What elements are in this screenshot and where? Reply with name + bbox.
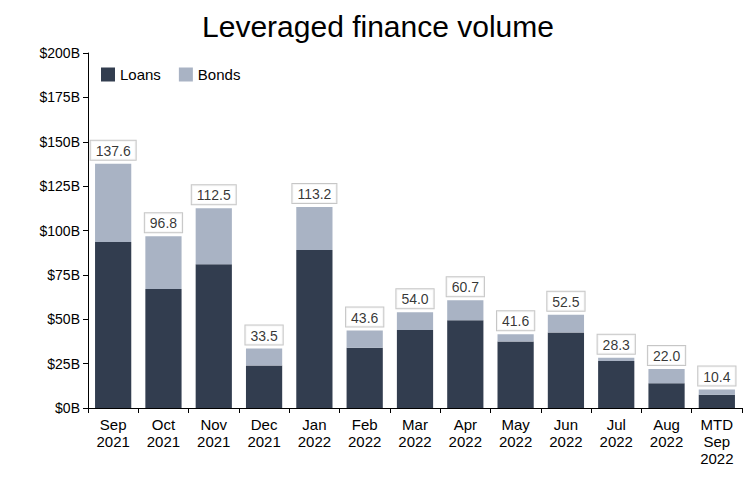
svg-text:May: May (501, 416, 530, 433)
svg-text:2022: 2022 (398, 433, 431, 450)
svg-text:113.2: 113.2 (297, 186, 331, 202)
svg-text:Bonds: Bonds (198, 66, 241, 83)
svg-text:Jun: Jun (554, 416, 578, 433)
svg-text:$0B: $0B (55, 400, 80, 416)
svg-text:2021: 2021 (96, 433, 129, 450)
svg-text:137.6: 137.6 (96, 143, 131, 159)
svg-text:$175B: $175B (40, 89, 80, 105)
svg-text:MTD: MTD (701, 416, 734, 433)
svg-text:Nov: Nov (200, 416, 227, 433)
svg-text:$150B: $150B (40, 134, 80, 150)
svg-text:28.3: 28.3 (603, 337, 630, 353)
svg-text:Sep: Sep (100, 416, 127, 433)
svg-text:33.5: 33.5 (250, 328, 277, 344)
svg-text:22.0: 22.0 (653, 348, 680, 364)
svg-text:96.8: 96.8 (150, 215, 177, 231)
svg-text:2022: 2022 (600, 433, 633, 450)
svg-text:52.5: 52.5 (552, 294, 579, 310)
svg-text:2022: 2022 (499, 433, 532, 450)
svg-text:54.0: 54.0 (401, 291, 428, 307)
svg-text:Mar: Mar (402, 416, 428, 433)
svg-text:$125B: $125B (40, 178, 80, 194)
svg-text:Dec: Dec (251, 416, 278, 433)
svg-text:2022: 2022 (298, 433, 331, 450)
svg-text:Loans: Loans (120, 66, 161, 83)
svg-text:60.7: 60.7 (452, 279, 479, 295)
svg-text:Aug: Aug (653, 416, 680, 433)
svg-text:2022: 2022 (449, 433, 482, 450)
svg-text:Jul: Jul (607, 416, 626, 433)
svg-text:$50B: $50B (47, 311, 80, 327)
svg-text:Leveraged finance volume: Leveraged finance volume (202, 10, 554, 43)
svg-text:$75B: $75B (47, 267, 80, 283)
svg-text:$25B: $25B (47, 356, 80, 372)
svg-text:Jan: Jan (302, 416, 326, 433)
svg-text:$200B: $200B (40, 45, 80, 61)
svg-text:Apr: Apr (454, 416, 477, 433)
svg-text:41.6: 41.6 (502, 313, 529, 329)
svg-text:112.5: 112.5 (197, 187, 231, 203)
svg-text:2022: 2022 (348, 433, 381, 450)
svg-text:2021: 2021 (147, 433, 180, 450)
svg-text:2022: 2022 (549, 433, 582, 450)
svg-text:43.6: 43.6 (351, 310, 378, 326)
svg-text:2021: 2021 (197, 433, 230, 450)
svg-text:2022: 2022 (700, 450, 733, 467)
svg-text:$100B: $100B (40, 223, 80, 239)
svg-text:2022: 2022 (650, 433, 683, 450)
svg-text:Sep: Sep (703, 433, 730, 450)
svg-text:Oct: Oct (152, 416, 176, 433)
svg-text:10.4: 10.4 (703, 369, 730, 385)
svg-text:Feb: Feb (352, 416, 378, 433)
svg-text:2021: 2021 (247, 433, 280, 450)
